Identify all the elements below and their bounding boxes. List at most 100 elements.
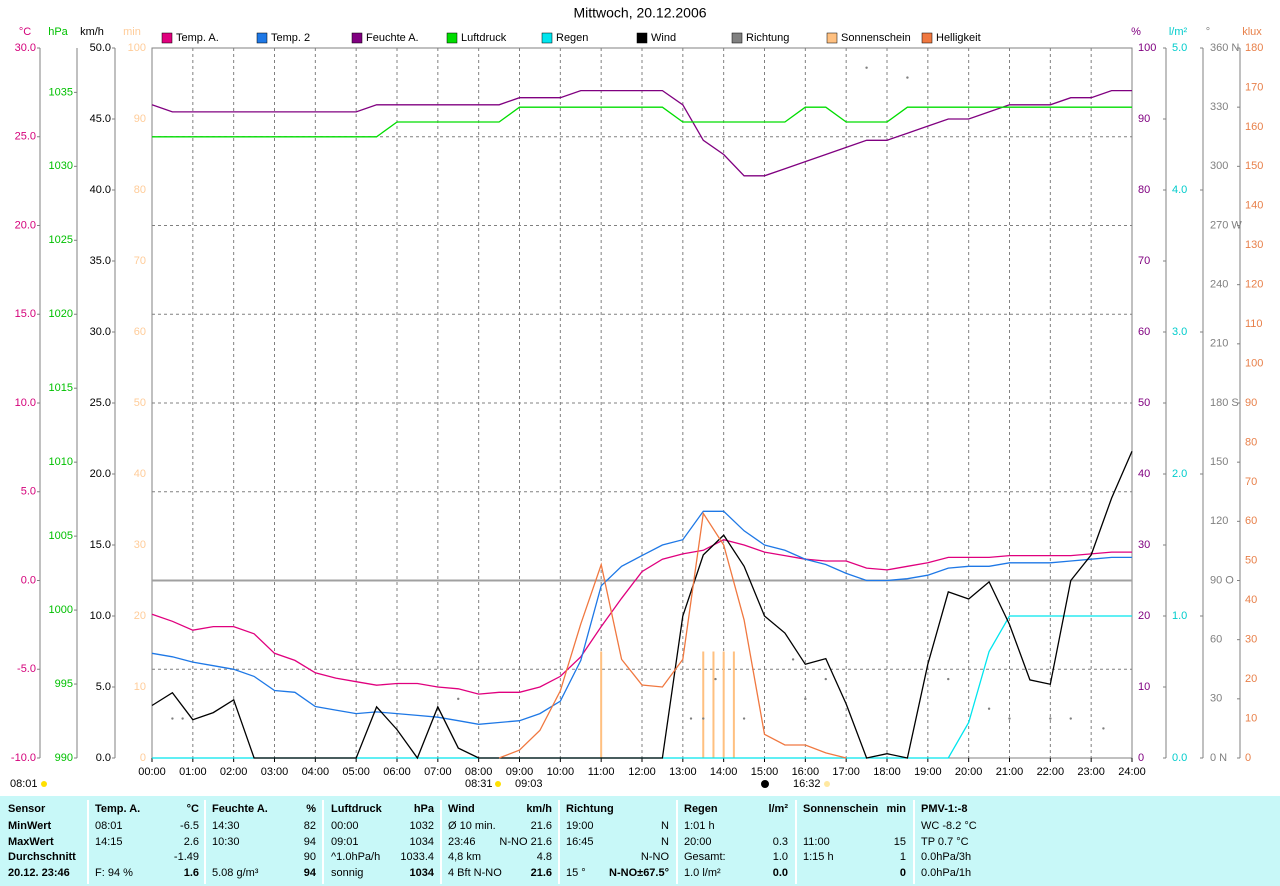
y-tick-label: 2.0 [1172,468,1187,480]
table-cell: 94 [304,836,316,848]
table-cell: ^1.0hPa/h [331,851,380,863]
x-tick-label: 14:00 [710,766,738,778]
legend-swatch [921,32,933,44]
y-tick-label: 70 [134,255,146,267]
table-cell: 11:00 [803,836,830,848]
y-tick-label: 1020 [49,308,73,320]
table-cell: 14:30 [212,820,240,832]
y-tick-label: 90 [1138,113,1150,125]
y-tick-label: 20 [1138,610,1150,622]
y-tick-label: 30 [1245,634,1257,646]
y-tick-label: 0 [1138,752,1144,764]
y-tick-label: 0.0 [1172,752,1187,764]
y-tick-label: 4.0 [1172,184,1187,196]
y-tick-label: 25.0 [90,397,111,409]
series-line [151,510,1132,725]
axis-unit: % [1131,26,1141,38]
x-tick-label: 15:00 [751,766,779,778]
y-tick-label: 1015 [49,382,73,394]
y-tick-label: 60 [1210,634,1222,646]
y-tick-label: 150 [1245,160,1263,172]
direction-dot [742,717,746,720]
table-cell: 0.0hPa/1h [921,867,971,879]
panel-title: Richtung [566,803,614,815]
y-tick-label: 15.0 [15,308,36,320]
panel-title: Temp. A. [95,803,140,815]
y-tick-label: 60 [1245,515,1257,527]
annotation: 08:01 [10,778,38,790]
direction-dot [987,707,991,710]
table-cell: 09:01 [331,836,359,848]
y-tick-label: 20 [1245,673,1257,685]
table-cell: -6.5 [180,820,199,832]
y-tick-label: 40 [134,468,146,480]
direction-dot [171,717,174,720]
y-tick-label: 0 [1245,752,1251,764]
y-tick-label: 1030 [49,160,73,172]
y-tick-label: 360 N [1210,42,1239,54]
x-tick-label: 06:00 [383,766,411,778]
x-tick-label: 19:00 [914,766,942,778]
y-tick-label: 240 [1210,279,1228,291]
sunshine-bar [600,651,603,758]
y-tick-label: 3.0 [1172,326,1187,338]
axis-unit: ° [1206,26,1210,38]
axis-unit: km/h [80,26,104,38]
direction-dot [865,66,868,69]
direction-dot [947,677,950,681]
legend-label: Feuchte A. [366,32,419,44]
table-cell: 1:15 h [803,851,834,863]
table-cell: 16:45 [566,836,594,848]
y-tick-label: 995 [55,678,73,690]
y-tick-label: 270 W [1210,219,1242,231]
series-line [151,451,1133,760]
y-tick-label: 50.0 [90,42,111,54]
table-cell: 00:00 [331,820,359,832]
panel-title: Regen [684,803,718,815]
sunshine-bar [702,651,705,758]
y-tick-label: 150 [1210,456,1228,468]
table-cell: 1.0 [773,851,788,863]
panel-title: Luftdruck [331,803,383,815]
panel-unit: °C [187,803,199,815]
legend-label: Temp. 2 [271,32,310,44]
y-tick-label: 120 [1210,515,1228,527]
y-tick-label: 60 [1138,326,1150,338]
x-tick-label: 00:00 [138,766,166,778]
table-cell: Gesamt: [684,851,726,863]
axis-unit: hPa [48,26,68,38]
x-tick-label: 04:00 [302,766,330,778]
table-cell: 19:00 [566,820,594,832]
table-cell: N-NO±67.5° [609,867,669,879]
y-tick-label: 110 [1245,318,1263,330]
x-tick-label: 02:00 [220,766,248,778]
y-tick-label: 15.0 [90,539,111,551]
table-cell: 4.8 [537,851,552,863]
table-cell: 94 [304,867,317,879]
y-tick-label: 20.0 [15,219,36,231]
legend-label: Sonnenschein [841,32,911,44]
y-tick-label: 140 [1245,200,1263,212]
y-tick-label: 90 [134,113,146,125]
legend-label: Regen [556,32,588,44]
panel-title: Sonnenschein [803,803,878,815]
table-cell: 0.0 [773,867,788,879]
table-cell: 5.08 g/m³ [212,867,259,879]
x-tick-label: 05:00 [342,766,370,778]
panel-title: Sensor [8,803,46,815]
noon-icon [761,780,769,788]
x-tick-label: 12:00 [628,766,656,778]
legend-swatch [826,32,838,44]
table-cell: 1.0 l/m² [684,867,721,879]
y-tick-label: 30.0 [15,42,36,54]
y-tick-label: 5.0 [21,486,36,498]
y-tick-label: 30 [1138,539,1150,551]
sunshine-bar [732,651,735,758]
panel-title: Wind [448,803,475,815]
panel-unit: min [886,803,906,815]
x-tick-label: 13:00 [669,766,697,778]
table-cell: N [661,820,669,832]
y-tick-label: 1025 [49,234,73,246]
axis-unit: klux [1242,26,1262,38]
